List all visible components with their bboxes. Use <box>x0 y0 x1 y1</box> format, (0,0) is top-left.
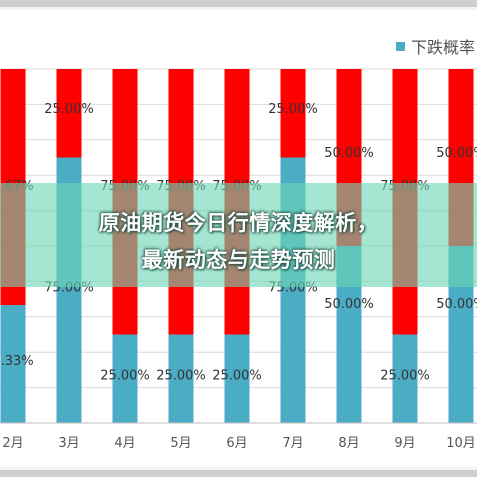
bar-segment-decline <box>224 334 250 423</box>
x-tick-label: 7月 <box>282 436 303 451</box>
banner-title-line-1: 原油期货今日行情深度解析， <box>98 211 379 235</box>
title-banner: 原油期货今日行情深度解析， 最新动态与走势预测 <box>0 183 477 287</box>
bar-segment-other <box>56 69 82 158</box>
bar-segment-decline <box>0 305 26 423</box>
bar-segment-other <box>280 69 306 158</box>
x-tick-label: 8月 <box>338 436 359 451</box>
legend-swatch <box>396 41 405 51</box>
x-tick-label: 6月 <box>226 436 247 451</box>
banner-title-line-2: 最新动态与走势预测 <box>141 248 336 272</box>
bar-segment-decline <box>392 334 418 423</box>
data-label: 3.33% <box>0 354 34 369</box>
legend-label: 下跌概率 <box>411 40 476 57</box>
x-tick-label: 4月 <box>114 436 135 451</box>
data-label: 25.00% <box>380 369 430 384</box>
bar-segment-decline <box>168 334 194 423</box>
data-label: 50.00% <box>324 146 374 161</box>
x-tick-label: 2月 <box>2 436 23 451</box>
x-tick-label: 10月 <box>446 436 476 451</box>
data-label: 50.00% <box>436 146 477 161</box>
data-label: 25.00% <box>156 369 206 384</box>
data-label: 50.00% <box>324 297 374 312</box>
x-tick-label: 5月 <box>170 436 191 451</box>
data-label: 50.00% <box>436 297 477 312</box>
data-label: 25.00% <box>268 102 318 117</box>
data-label: 25.00% <box>44 102 94 117</box>
legend: 下跌概率 <box>396 34 475 58</box>
data-label: 25.00% <box>212 369 262 384</box>
x-tick-label: 9月 <box>394 436 415 451</box>
data-label: 25.00% <box>100 369 150 384</box>
x-tick-label: 3月 <box>58 436 79 451</box>
bar-segment-decline <box>112 334 138 423</box>
